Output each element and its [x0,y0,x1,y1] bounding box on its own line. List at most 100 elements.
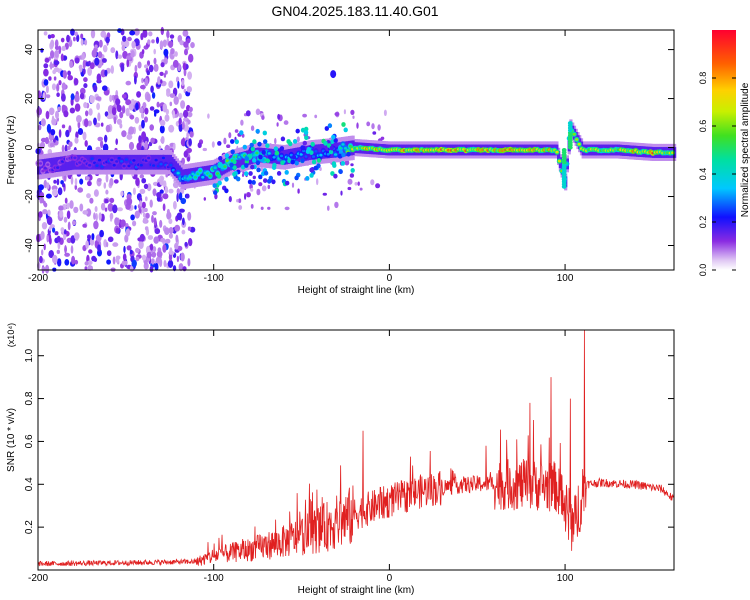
colorbar: 0.0 0.2 0.4 0.6 0.8 Normalized spectral ampl… [698,30,750,276]
ridge-core [208,174,212,178]
ridge-outer [210,165,215,180]
noise-blob [178,208,185,213]
noise-blob [127,36,132,42]
noise-blob [48,107,55,116]
noise-blob [135,247,140,253]
noise-blob [129,249,133,255]
noise-blob [356,122,359,129]
ridge-core [169,163,173,167]
noise-blob [128,103,134,111]
noise-blob [236,199,239,203]
noise-blob [117,54,123,59]
noise-blob [172,181,179,189]
ridge-scatter [224,176,229,182]
ridge-scatter [324,126,329,131]
noise-blob [168,253,173,261]
noise-blob [178,117,182,126]
y-tick-label: 0.6 [24,434,35,448]
noise-blob [115,98,121,106]
noise-blob [109,197,115,204]
noise-blob [139,188,146,194]
noise-blob [96,102,100,110]
ridge-scatter [287,158,292,164]
ridge-scatter [313,165,318,171]
noise-blob [38,124,42,131]
noise-blob [159,219,163,228]
x-tick-label: -200 [28,573,48,584]
noise-blob [85,110,89,117]
noise-blob [113,179,119,184]
noise-blob [226,144,231,148]
noise-blob [129,30,136,36]
noise-blob [163,57,168,65]
noise-blob [183,150,188,158]
noise-blob [106,114,113,120]
noise-blob [327,205,330,211]
noise-blob [125,228,131,237]
ridge-scatter [330,139,335,145]
noise-blob [136,91,142,98]
noise-blob [164,114,170,122]
noise-blob [44,57,50,63]
noise-blob [93,189,99,197]
noise-blob [144,207,148,213]
noise-blob [95,146,101,151]
noise-blob [103,182,107,189]
noise-blob [77,187,84,193]
spectrogram-frame [37,29,675,271]
noise-blob [334,201,339,209]
noise-blob [151,251,157,258]
noise-blob [75,131,79,140]
noise-blob [267,184,271,190]
noise-blob [375,183,381,189]
ridge-core [132,159,136,162]
noise-blob [45,85,49,94]
ridge-core [343,147,348,150]
noise-blob [153,217,157,226]
noise-blob [197,142,202,149]
noise-blob [50,39,55,49]
noise-blob [109,94,113,102]
ridge-scatter [217,141,222,146]
noise-blob [117,207,123,212]
noise-blob [151,92,156,99]
noise-blob [130,214,135,221]
noise-blob [45,193,52,199]
ridge-outer [37,159,41,175]
ridge-outer [40,159,44,174]
noise-blob [160,237,166,243]
ridge-outer [100,154,104,170]
noise-blob [277,113,281,120]
noise-blob [147,39,151,45]
noise-blob [149,265,154,273]
noise-blob [121,94,127,99]
noise-blob [70,245,74,254]
ridge-core [279,154,284,158]
ridge-scatter [328,149,334,155]
noise-blob [46,123,52,133]
noise-blob [144,77,149,87]
ridge-scatter [224,153,230,159]
ridge-core [122,164,126,168]
ridge-scatter [330,171,335,176]
ridge-core [46,163,50,166]
y-tick-label: 0.4 [24,477,35,491]
noise-blob [57,241,61,250]
noise-blob [146,60,151,66]
ridge-scatter [263,139,268,145]
noise-blob [116,118,122,125]
noise-blob [84,261,89,266]
x-tick-label: -100 [204,273,224,284]
noise-blob [164,227,170,236]
ridge-outer [147,154,151,170]
noise-blob [166,88,171,93]
noise-blob [115,227,120,234]
ridge-scatter [265,158,271,164]
noise-blob [89,197,94,204]
noise-blob [156,83,162,88]
noise-blob [176,193,179,202]
noise-blob [168,40,174,48]
ridge-scatter [346,151,351,157]
noise-blob [156,250,163,258]
noise-blob [106,250,112,257]
